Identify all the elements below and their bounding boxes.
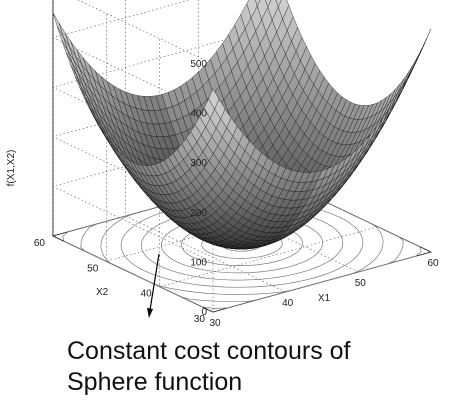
sphere-surface-chart: 0 100 200 300 400 500 30 40 50 60 30 40 50 60 f(X1,X2… — [6, 0, 439, 329]
x1-tick-label: 30 — [209, 318, 221, 329]
z-axis-label: f(X1,X2) — [6, 150, 17, 187]
z-tick-label: 300 — [190, 158, 207, 169]
x1-tick-label: 60 — [427, 258, 439, 269]
x2-tick-label: 40 — [141, 289, 153, 300]
contour-arrow — [147, 253, 160, 318]
z-tick-label: 0 — [201, 307, 207, 318]
z-tick-label: 200 — [190, 208, 207, 219]
x1-tick-label: 50 — [355, 278, 367, 289]
surface-patch — [398, 71, 409, 92]
surface-patch — [265, 0, 272, 8]
caption-line-1: Constant cost contours of — [67, 337, 351, 365]
surface-mesh — [52, 0, 432, 250]
x2-tick-label: 30 — [194, 314, 206, 325]
x1-tick-label: 40 — [282, 298, 294, 309]
surface-patch — [275, 0, 282, 8]
caption-line-2: Sphere function — [67, 368, 243, 396]
z-tick-label: 500 — [190, 59, 207, 70]
x-axis-label: X1 — [318, 293, 331, 304]
figure-caption: Constant cost contours of Sphere functio… — [67, 336, 467, 398]
grid-line-z — [52, 126, 272, 263]
axis-ticks: 0 100 200 300 400 500 30 40 50 60 30 40 50 60 — [34, 59, 439, 329]
surface-patch — [420, 28, 432, 53]
surface-patch — [402, 64, 414, 86]
surface-patch — [255, 0, 261, 7]
z-tick-label: 100 — [190, 257, 207, 268]
x2-tick-label: 50 — [87, 263, 99, 274]
x2-tick-label: 60 — [34, 238, 46, 249]
z-tick-label: 400 — [190, 109, 207, 120]
grid-line-x1 — [52, 0, 214, 313]
y-axis-label: X2 — [96, 287, 109, 298]
grid-line-z — [52, 26, 272, 164]
